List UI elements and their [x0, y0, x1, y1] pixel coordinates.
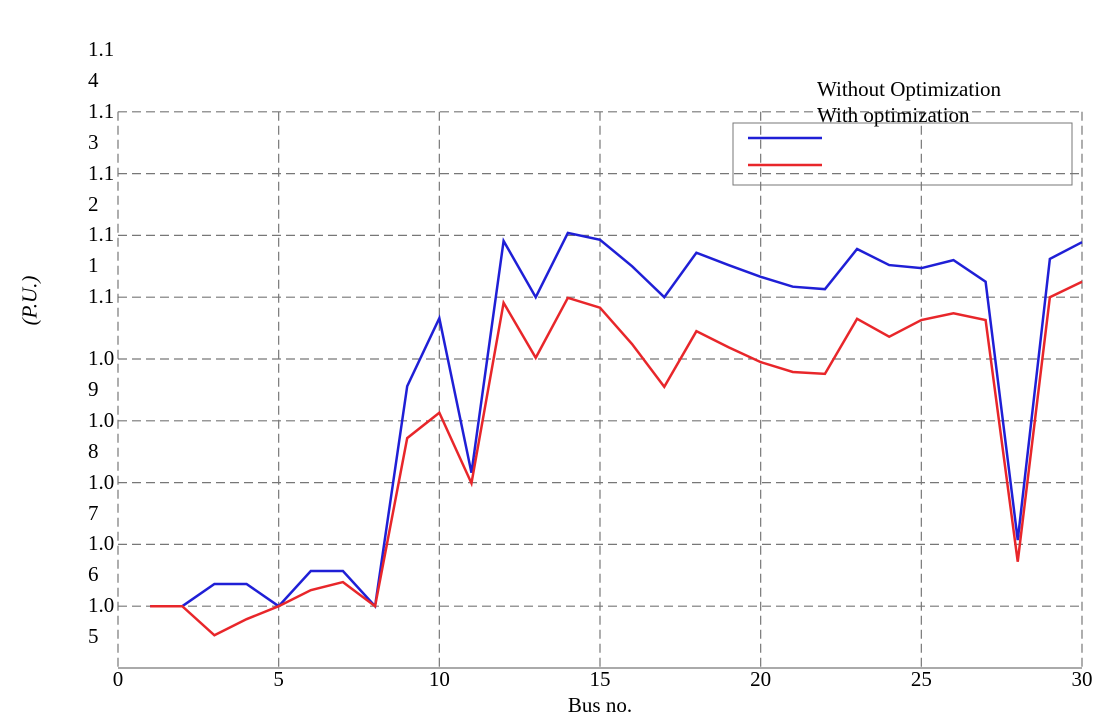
x-tick-label: 25 [910, 667, 932, 691]
y-tick-label: 1.14 [88, 37, 115, 92]
y-tick-label: 1.05 [88, 593, 115, 649]
y-tick-label: 1.12 [88, 160, 115, 216]
x-axis-label: Bus no. [567, 693, 633, 717]
line-series [150, 231, 1083, 609]
line-series [150, 280, 1083, 637]
y-tick-label: 1.08 [88, 407, 115, 463]
y-tick-label: 1.09 [88, 346, 115, 401]
y-tick-label: 1.07 [88, 469, 115, 525]
y-tick-label: 1.13 [88, 98, 115, 154]
x-tick-label: 15 [589, 667, 611, 691]
x-tick-label: 0 [112, 667, 124, 691]
legend-label: With optimization [817, 103, 970, 127]
y-axis-label: (P.U.) [17, 275, 42, 326]
y-tick-label: 1.06 [88, 531, 115, 587]
x-tick-label: 10 [428, 667, 450, 691]
x-tick-label: 30 [1071, 667, 1093, 691]
y-tick-label: 1.11 [88, 222, 115, 278]
x-tick-label: 20 [750, 667, 772, 691]
legend-box [732, 122, 1073, 186]
x-tick-label: 5 [273, 667, 284, 691]
y-tick-label: 1.1 [88, 284, 115, 309]
legend-label: Without Optimization [817, 77, 1002, 101]
